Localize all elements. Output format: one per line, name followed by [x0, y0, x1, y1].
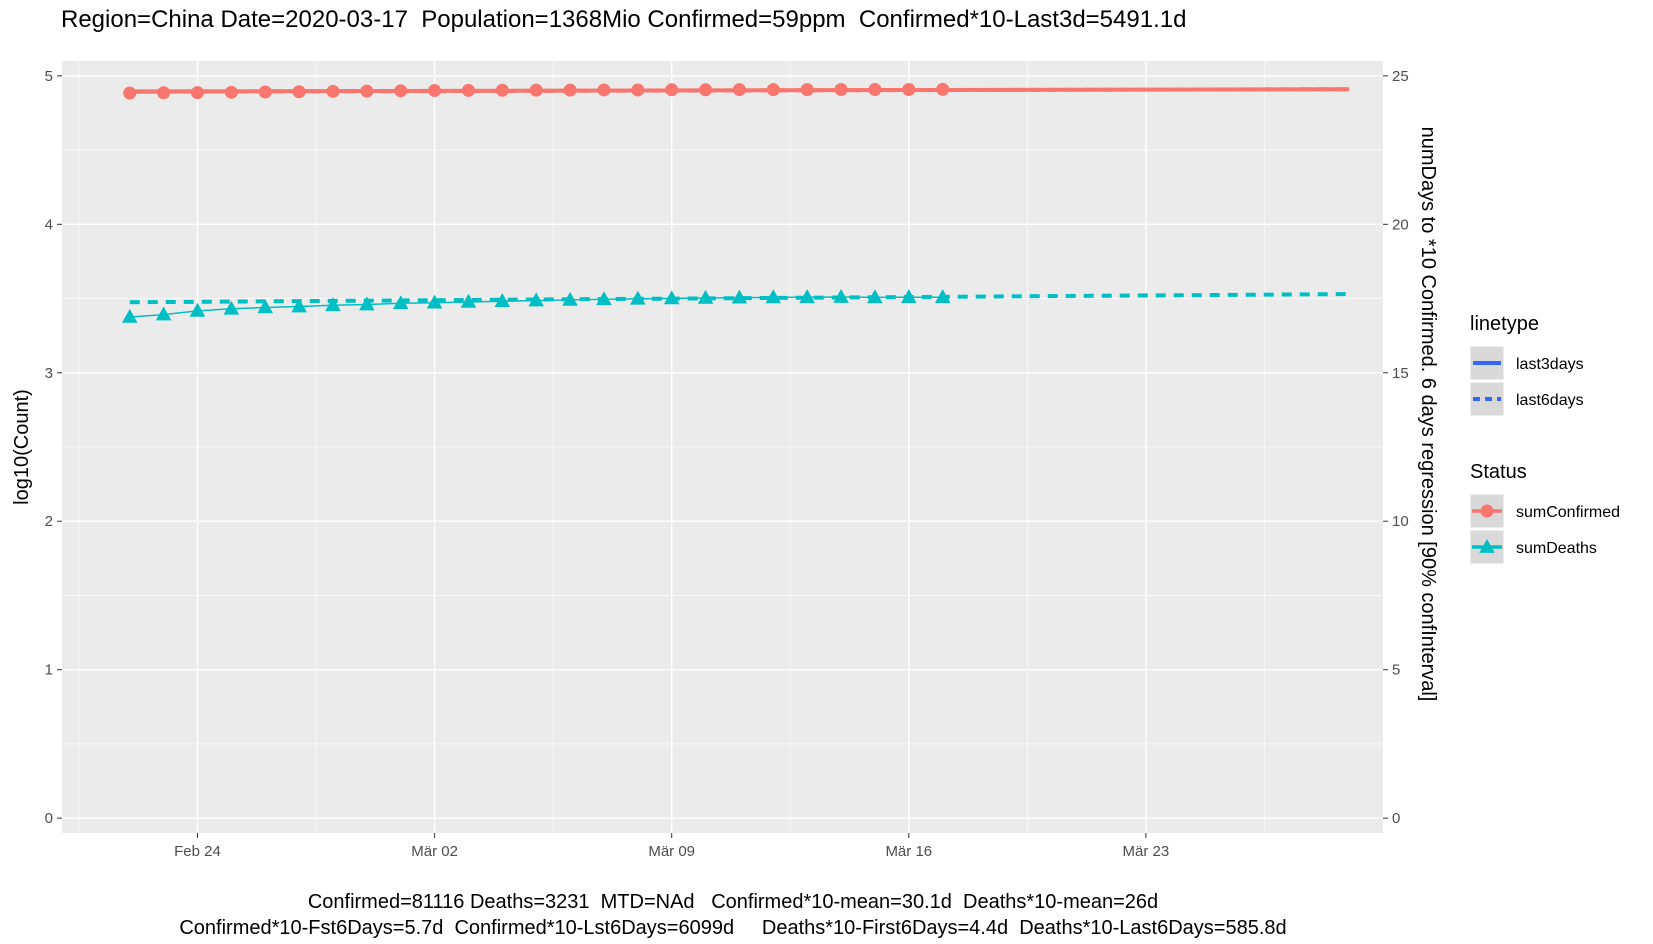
- marker-sumConfirmed: [360, 84, 374, 98]
- marker-sumConfirmed: [936, 82, 950, 96]
- marker-sumDeaths: [392, 295, 409, 310]
- marker-sumDeaths: [528, 292, 545, 307]
- marker-sumDeaths: [223, 300, 240, 315]
- legend: linetype last3days last6days Status sumConfi…: [1469, 313, 1620, 565]
- marker-sumConfirmed: [157, 86, 171, 100]
- marker-sumDeaths: [189, 302, 206, 317]
- marker-sumDeaths: [900, 289, 917, 304]
- marker-sumConfirmed: [834, 83, 848, 97]
- marker-sumConfirmed: [224, 85, 238, 99]
- marker-sumConfirmed: [394, 84, 408, 98]
- marker-sumConfirmed: [699, 83, 713, 97]
- marker-sumDeaths: [731, 289, 748, 304]
- y-tick-label: 3: [45, 365, 53, 382]
- legend-key-marker-sumDeaths: [1479, 538, 1495, 553]
- marker-sumConfirmed: [631, 83, 645, 97]
- marker-sumDeaths: [867, 289, 883, 304]
- x-tick-label: Mär 02: [411, 843, 458, 860]
- y-tick-label: 4: [45, 216, 53, 233]
- marker-sumConfirmed: [529, 83, 543, 97]
- marker-sumDeaths: [663, 290, 680, 305]
- legend-label-sumConfirmed: sumConfirmed: [1516, 504, 1620, 521]
- data-markers: [121, 82, 951, 323]
- marker-sumDeaths: [697, 289, 714, 304]
- marker-sumDeaths: [359, 296, 375, 311]
- chart-title: Region=China Date=2020-03-17 Population=…: [61, 6, 1187, 33]
- legend-label-last6days: last6days: [1516, 392, 1584, 409]
- marker-sumConfirmed: [732, 83, 746, 97]
- marker-sumDeaths: [934, 289, 951, 304]
- y-right-tick-label: 0: [1392, 810, 1400, 827]
- y-right-tick-label: 20: [1392, 216, 1409, 233]
- marker-sumDeaths: [630, 290, 646, 305]
- y-right-tick-label: 5: [1392, 662, 1400, 679]
- legend-label-sumDeaths: sumDeaths: [1516, 540, 1597, 557]
- x-tick-label: Feb 24: [174, 843, 221, 860]
- marker-sumConfirmed: [326, 84, 340, 98]
- marker-sumConfirmed: [766, 83, 780, 97]
- marker-sumDeaths: [121, 308, 138, 323]
- y-tick-label: 2: [45, 513, 53, 530]
- x-tick-label: Mär 23: [1123, 843, 1170, 860]
- marker-sumConfirmed: [868, 83, 882, 97]
- y-right-tick-label: 15: [1392, 365, 1409, 382]
- marker-sumConfirmed: [563, 83, 577, 97]
- footer-stats-line-2: Confirmed*10-Fst6Days=5.7d Confirmed*10-…: [179, 917, 1287, 939]
- y-tick-label: 1: [45, 662, 53, 679]
- legend-title-linetype: linetype: [1470, 313, 1539, 335]
- marker-sumDeaths: [494, 293, 511, 308]
- y-right-axis-title: numDays to *10 Confirmed. 6 days regress…: [1417, 127, 1439, 702]
- marker-sumDeaths: [799, 289, 815, 304]
- marker-sumConfirmed: [665, 83, 679, 97]
- marker-sumDeaths: [291, 298, 307, 313]
- marker-sumConfirmed: [597, 83, 611, 97]
- marker-sumConfirmed: [461, 83, 475, 97]
- y-right-tick-label: 10: [1392, 513, 1409, 530]
- y-tick-label: 5: [45, 68, 53, 85]
- legend-title-Status: Status: [1470, 461, 1527, 483]
- legend-key-marker-sumConfirmed: [1480, 504, 1494, 518]
- y-right-tick-label: 25: [1392, 68, 1409, 85]
- marker-sumDeaths: [765, 289, 782, 304]
- marker-sumConfirmed: [190, 86, 204, 100]
- marker-sumConfirmed: [292, 85, 306, 99]
- marker-sumConfirmed: [123, 86, 137, 100]
- x-tick-label: Mär 09: [648, 843, 695, 860]
- marker-sumDeaths: [155, 306, 172, 321]
- marker-sumConfirmed: [428, 84, 442, 98]
- y-axis-title: log10(Count): [11, 389, 33, 505]
- marker-sumDeaths: [460, 293, 477, 308]
- grid-major: [62, 61, 1383, 833]
- marker-sumDeaths: [562, 291, 578, 306]
- marker-sumConfirmed: [800, 83, 814, 97]
- y-tick-label: 0: [45, 810, 53, 827]
- marker-sumConfirmed: [902, 83, 916, 97]
- marker-sumDeaths: [257, 299, 274, 314]
- footer-stats-line-1: Confirmed=81116 Deaths=3231 MTD=NAd Conf…: [307, 891, 1159, 913]
- legend-label-last3days: last3days: [1516, 356, 1584, 373]
- marker-sumDeaths: [426, 294, 443, 309]
- marker-sumConfirmed: [258, 85, 272, 99]
- marker-sumConfirmed: [495, 83, 509, 97]
- marker-sumDeaths: [325, 297, 341, 312]
- x-tick-label: Mär 16: [885, 843, 932, 860]
- marker-sumDeaths: [596, 291, 612, 306]
- axes: 0 1 2 3 4 5 0 5 10 15 20 25 Feb 24 Mär 02 Mär 09 Mär 16…: [11, 68, 1439, 860]
- marker-sumDeaths: [833, 288, 849, 303]
